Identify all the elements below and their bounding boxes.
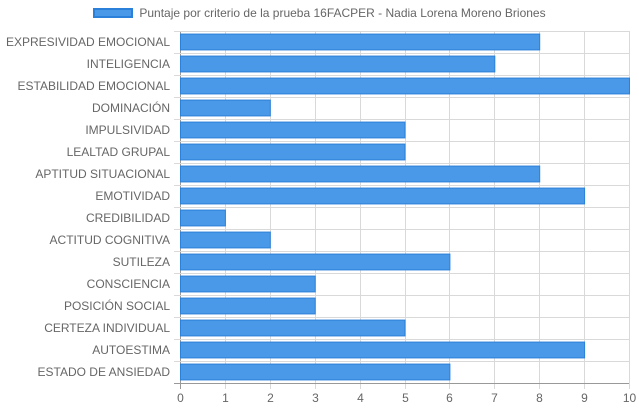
bar [180,165,541,183]
x-tick-label: 10 [623,391,637,405]
y-tick-label: INTELIGENCIA [87,57,170,71]
bar [180,297,316,315]
bar [180,77,630,95]
y-tick-label: DOMINACIÓN [92,100,170,115]
legend-swatch [93,8,134,18]
bar [180,143,406,161]
x-tick-label: 0 [177,391,184,405]
x-tick-label: 3 [312,391,319,405]
x-tick-label: 2 [267,391,274,405]
bar [180,187,586,205]
bar [180,33,541,51]
bar [180,209,226,227]
y-tick-label: APTITUD SITUACIONAL [35,167,170,181]
y-tick-label: LEALTAD GRUPAL [67,145,171,159]
bar [180,55,496,73]
x-tick-label: 1 [222,391,229,405]
bar [180,363,451,381]
y-tick-label: POSICIÓN SOCIAL [64,298,170,313]
x-tick-label: 6 [446,391,453,405]
bar [180,99,271,117]
y-tick-label: CERTEZA INDIVIDUAL [44,321,170,335]
bar [180,253,451,271]
bar [180,121,406,139]
y-tick-label: ACTITUD COGNITIVA [50,233,170,247]
y-tick-label: EMOTIVIDAD [95,189,170,203]
y-tick-label: AUTOESTIMA [92,343,170,357]
bar [180,275,316,293]
y-tick-label: CONSCIENCIA [87,277,170,291]
x-tick-label: 4 [357,391,364,405]
x-tick-label: 8 [536,391,543,405]
y-tick-label: EXPRESIVIDAD EMOCIONAL [6,35,170,49]
legend-label: Puntaje por criterio de la prueba 16FACP… [139,6,546,20]
x-tick-label: 7 [491,391,498,405]
y-tick-label: CREDIBILIDAD [86,211,170,225]
bar [180,341,586,359]
bar [180,319,406,337]
y-tick-label: SUTILEZA [113,255,170,269]
bar [180,231,271,249]
x-tick-label: 9 [581,391,588,405]
y-tick-label: IMPULSIVIDAD [85,123,170,137]
legend[interactable]: Puntaje por criterio de la prueba 16FACP… [0,6,639,20]
x-tick-label: 5 [402,391,409,405]
y-tick-label: ESTADO DE ANSIEDAD [38,365,171,379]
y-tick-label: ESTABILIDAD EMOCIONAL [18,79,171,93]
